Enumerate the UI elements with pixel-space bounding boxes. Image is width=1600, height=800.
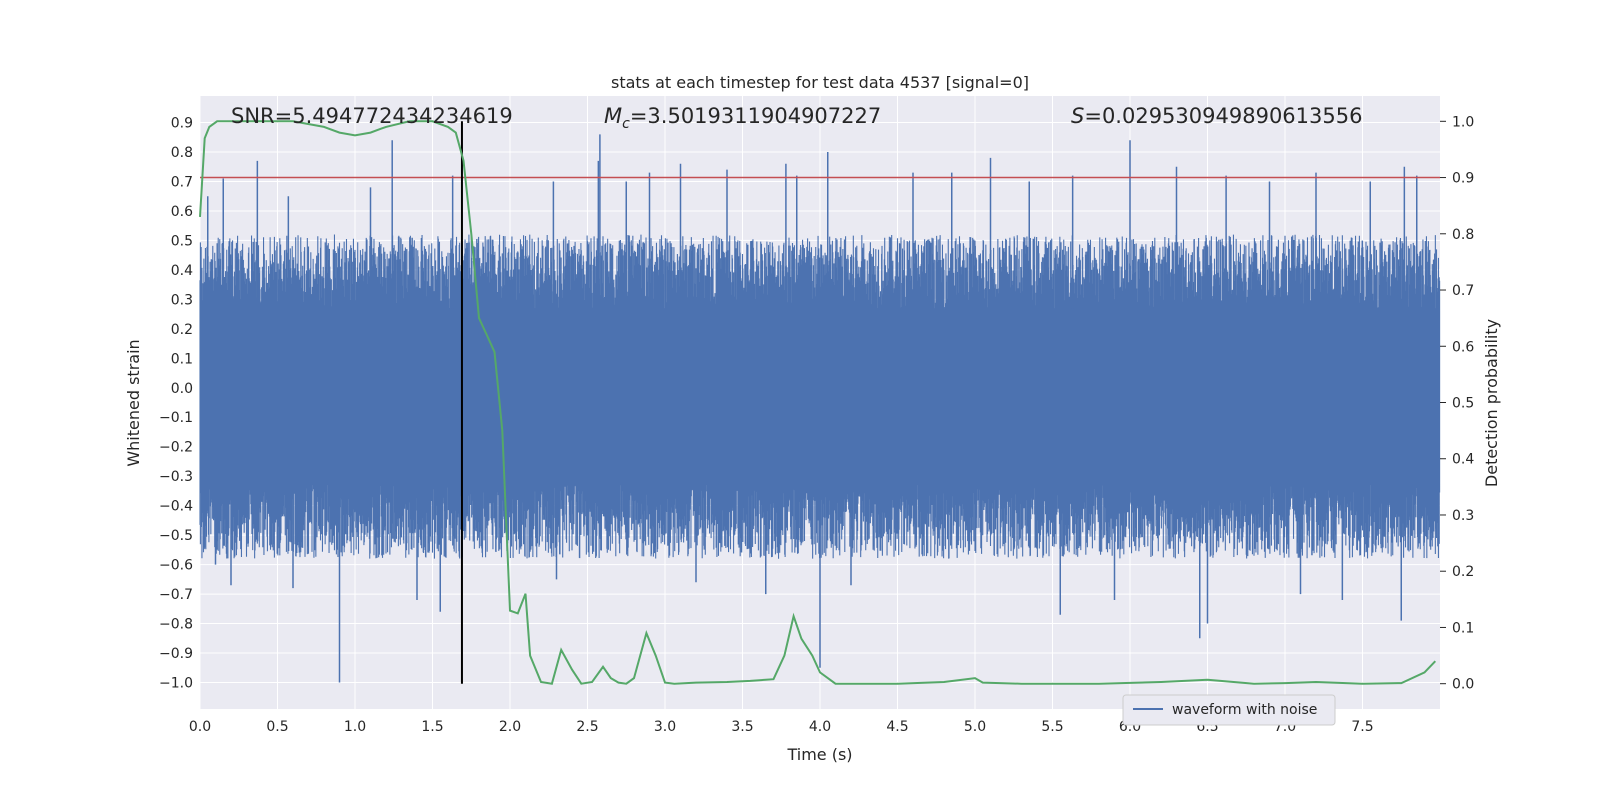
y2-tick-label: 0.3 [1452, 508, 1474, 524]
y-tick-label: −0.2 [159, 440, 193, 456]
y2-tick-label: 0.1 [1452, 620, 1474, 636]
x-tick-label: 3.0 [654, 719, 676, 735]
x-tick-label: 5.0 [964, 719, 986, 735]
y-tick-label: −0.5 [159, 528, 193, 544]
s-symbol: S [1071, 104, 1084, 128]
mc-symbol: M [604, 104, 622, 128]
x-axis-label: Time (s) [786, 745, 852, 764]
y-tick-label: −1.0 [159, 675, 193, 691]
waveform-series [199, 134, 1441, 683]
y-tick-label: −0.4 [159, 499, 193, 515]
s-value: =0.029530949890613556 [1084, 104, 1362, 128]
y-tick-label: 0.7 [171, 174, 193, 190]
snr-annotation: SNR=5.494772434234619 [231, 104, 513, 128]
y-tick-label: 0.2 [171, 322, 193, 338]
x-tick-label: 4.5 [886, 719, 908, 735]
s-annotation: S=0.029530949890613556 [1071, 104, 1362, 128]
y2-tick-label: 0.2 [1452, 564, 1474, 580]
legend: waveform with noise [1122, 694, 1336, 726]
y2-tick-label: 0.8 [1452, 227, 1474, 243]
y-tick-label: −0.6 [159, 558, 193, 574]
y-tick-label: 0.1 [171, 351, 193, 367]
y-tick-label: 0.3 [171, 292, 193, 308]
y-tick-label: −0.3 [159, 469, 193, 485]
x-tick-label: 4.0 [809, 719, 831, 735]
y2-tick-label: 1.0 [1452, 114, 1474, 130]
y2-axis-ticks: 1.0 0.9 0.8 0.7 0.6 0.5 0.4 0.3 0.2 0.1 0.0 [1440, 114, 1474, 693]
y-tick-label: 0.9 [171, 116, 193, 132]
x-tick-label: 7.5 [1351, 719, 1373, 735]
y-tick-label: 0.4 [171, 263, 193, 279]
y-tick-label: −0.1 [159, 410, 193, 426]
x-tick-label: 3.5 [731, 719, 753, 735]
mc-value: =3.5019311904907227 [630, 104, 881, 128]
x-axis-ticks: 0.0 0.5 1.0 1.5 2.0 2.5 3.0 3.5 4.0 4.5 5.0 5.5 6.0 6… [189, 719, 1374, 735]
chart-title: stats at each timestep for test data 453… [611, 73, 1029, 92]
y-tick-label: 0.0 [171, 381, 193, 397]
y-tick-label: 0.5 [171, 233, 193, 249]
y-tick-label: −0.8 [159, 617, 193, 633]
y2-tick-label: 0.5 [1452, 396, 1474, 412]
y-tick-label: −0.7 [159, 587, 193, 603]
y2-tick-label: 0.7 [1452, 283, 1474, 299]
x-tick-label: 1.5 [421, 719, 443, 735]
probability-series [199, 120, 1437, 685]
y-axis-ticks: 0.9 0.8 0.7 0.6 0.5 0.4 0.3 0.2 0.1 0.0 −0.1 −0.2 −0… [159, 116, 193, 692]
y-tick-label: 0.6 [171, 204, 193, 220]
y-tick-label: −0.9 [159, 646, 193, 662]
y2-tick-label: 0.0 [1452, 677, 1474, 693]
chirp-mass-annotation: Mc=3.5019311904907227 [604, 104, 881, 132]
legend-box [1122, 694, 1336, 726]
y-tick-label: 0.8 [171, 145, 193, 161]
y2-tick-label: 0.6 [1452, 339, 1474, 355]
mc-subscript: c [622, 116, 630, 132]
x-tick-label: 2.5 [576, 719, 598, 735]
y2-axis-label: Detection probability [1482, 319, 1501, 487]
x-tick-label: 0.5 [266, 719, 288, 735]
x-tick-label: 0.0 [189, 719, 211, 735]
y2-tick-label: 0.9 [1452, 171, 1474, 187]
x-tick-label: 2.0 [499, 719, 521, 735]
y2-tick-label: 0.4 [1452, 452, 1474, 468]
x-tick-label: 5.5 [1041, 719, 1063, 735]
y-axis-label: Whitened strain [124, 339, 143, 466]
legend-label: waveform with noise [1172, 702, 1317, 718]
x-tick-label: 1.0 [344, 719, 366, 735]
